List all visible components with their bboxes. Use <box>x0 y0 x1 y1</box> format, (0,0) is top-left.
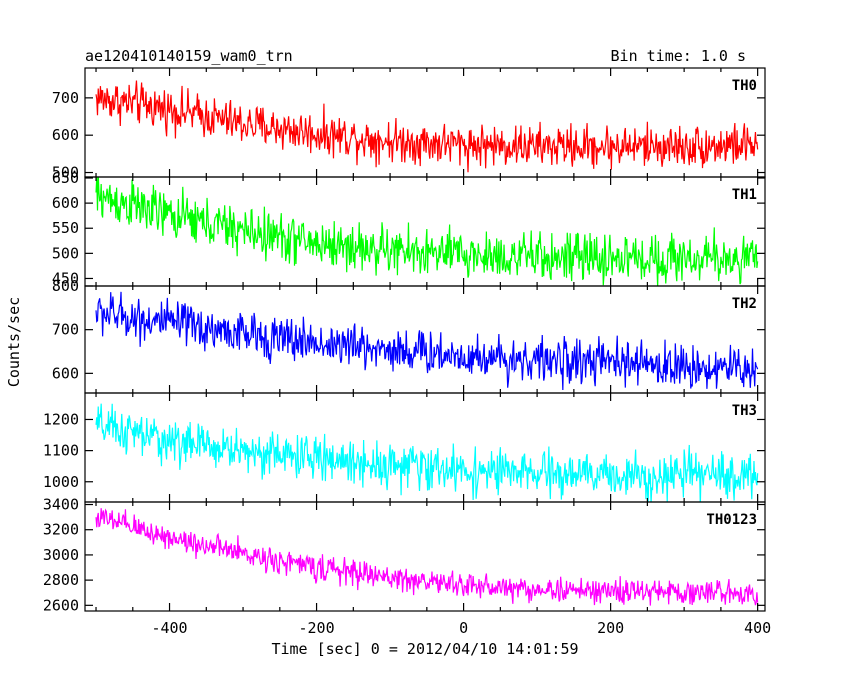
y-tick-label: 600 <box>52 364 79 382</box>
y-tick-label: 600 <box>52 194 79 212</box>
y-tick-label: 450 <box>52 269 79 287</box>
y-tick-label: 2800 <box>43 571 79 589</box>
x-tick-label: 0 <box>459 619 468 637</box>
y-tick-label: 800 <box>52 277 79 295</box>
y-axis-label: Counts/sec <box>5 297 23 387</box>
panel-label-th1: TH1 <box>732 187 757 203</box>
y-tick-label: 700 <box>52 321 79 339</box>
y-tick-label: 600 <box>52 126 79 144</box>
panel-label-th0: TH0 <box>732 78 757 94</box>
series-line-th2 <box>95 291 759 391</box>
series-line-th1 <box>95 177 759 286</box>
series-line-th0123 <box>95 508 759 606</box>
series-line-th3 <box>95 403 759 502</box>
y-tick-label: 3000 <box>43 546 79 564</box>
y-tick-label: 1000 <box>43 473 79 491</box>
y-tick-label: 500 <box>52 164 79 182</box>
panels-group: 500 600 700 TH0 450 500 550 600 650 TH1 600 700 800 T… <box>43 67 771 637</box>
series-line-th0 <box>95 80 759 173</box>
panel-th3: 1000 1100 1200 TH3 <box>43 392 766 503</box>
panel-label-th0123: TH0123 <box>706 512 757 528</box>
panel-label-th3: TH3 <box>732 403 757 419</box>
panel-th0: 500 600 700 TH0 <box>52 67 766 182</box>
y-tick-label: 700 <box>52 89 79 107</box>
y-tick-label: 1100 <box>43 442 79 460</box>
x-tick-label: -200 <box>299 619 335 637</box>
panel-th1: 450 500 550 600 650 TH1 <box>52 169 766 287</box>
x-tick-label: 200 <box>597 619 624 637</box>
y-tick-label: 1200 <box>43 410 79 428</box>
y-tick-label: 650 <box>52 169 79 187</box>
y-tick-label: 550 <box>52 219 79 237</box>
panel-th2: 600 700 800 TH2 <box>52 277 766 394</box>
y-tick-label: 2600 <box>43 596 79 614</box>
y-tick-label: 3400 <box>43 496 79 514</box>
x-tick-label: -400 <box>151 619 187 637</box>
chart-title-left: ae120410140159_wam0_trn <box>85 47 293 65</box>
panel-frame <box>84 501 766 612</box>
y-tick-label: 500 <box>52 244 79 262</box>
chart-title-right: Bin time: 1.0 s <box>611 47 746 65</box>
panel-th0123: 2600 2800 3000 3200 3400 TH0123 <box>43 496 766 614</box>
y-tick-label: 3200 <box>43 521 79 539</box>
x-tick-label: 400 <box>744 619 771 637</box>
x-axis-label: Time [sec] 0 = 2012/04/10 14:01:59 <box>271 640 578 658</box>
panel-label-th2: TH2 <box>732 296 757 312</box>
